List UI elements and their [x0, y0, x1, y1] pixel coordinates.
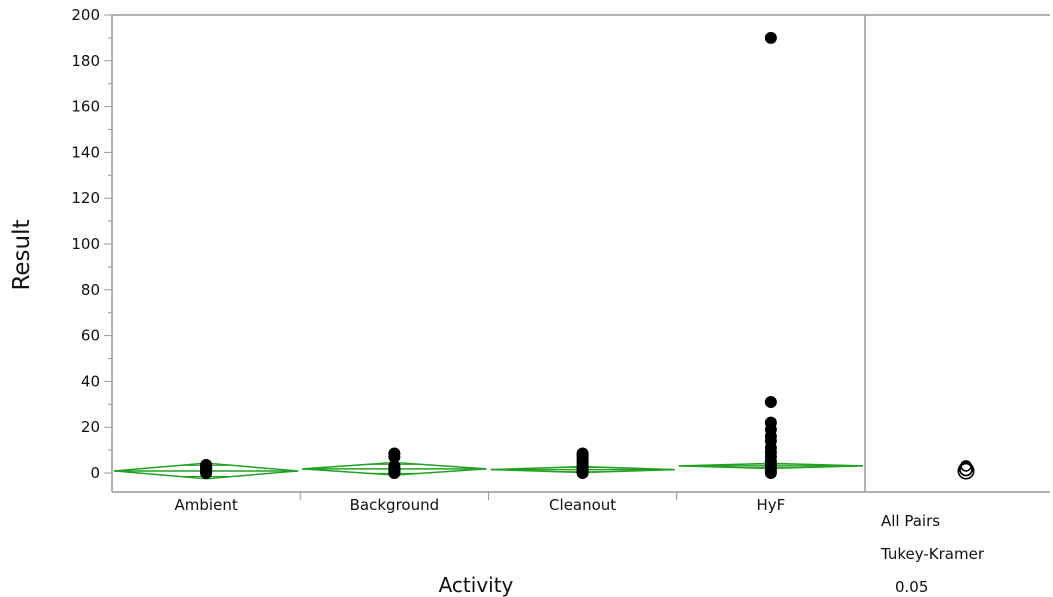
x-axis-label: Activity [438, 573, 514, 597]
data-point [764, 396, 777, 409]
data-point [388, 460, 401, 473]
x-tick-label: HyF [756, 496, 785, 514]
x-tick-label: Ambient [175, 496, 238, 514]
data-point [764, 416, 777, 429]
y-tick-label: 140 [71, 143, 100, 161]
y-tick-label: 100 [71, 235, 100, 253]
y-tick-label: 60 [81, 327, 100, 345]
y-tick-label: 0 [90, 464, 100, 482]
y-tick-label: 40 [81, 372, 100, 390]
comparison-circle [960, 460, 972, 472]
y-tick-label: 200 [71, 6, 100, 24]
y-tick-label: 120 [71, 189, 100, 207]
comparison-method-line-1: All Pairs [881, 512, 941, 530]
y-tick-label: 180 [71, 52, 100, 70]
comparison-method-line-2: Tukey-Kramer [881, 545, 985, 563]
y-tick-label: 20 [81, 418, 100, 436]
data-point [200, 458, 213, 471]
data-point [576, 447, 589, 460]
comparison-circle [959, 462, 973, 477]
y-tick-label: 80 [81, 281, 100, 299]
x-tick-label: Background [350, 496, 440, 514]
data-point [388, 447, 401, 460]
x-tick-label: Cleanout [549, 496, 616, 514]
y-tick-label: 160 [71, 98, 100, 116]
data-point [764, 31, 777, 44]
y-axis-label: Result [9, 219, 35, 291]
comparison-alpha-label: 0.05 [895, 578, 929, 596]
